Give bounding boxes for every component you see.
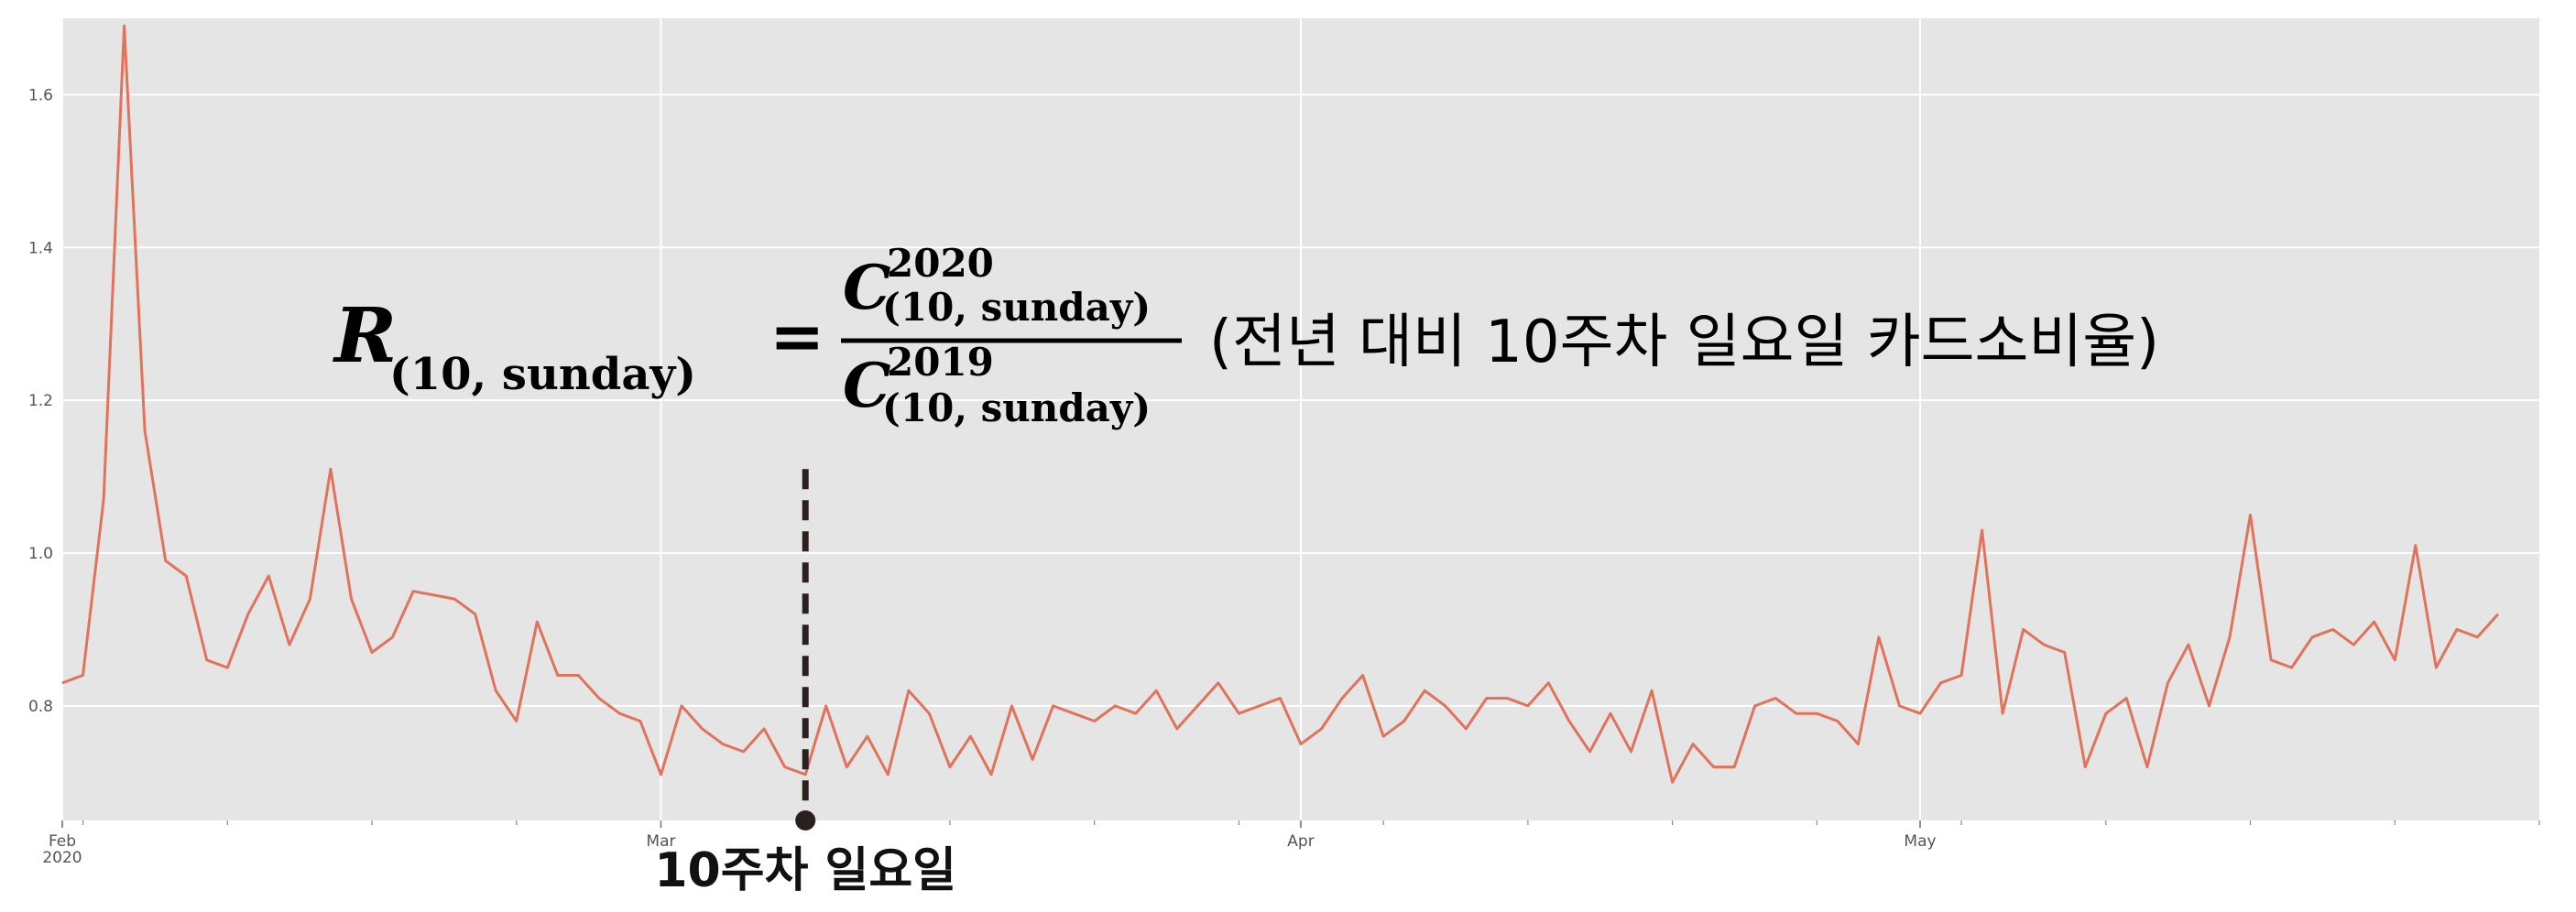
formula-lhs-symbol: R bbox=[333, 292, 397, 380]
formula-numerator-superscript: 2020 bbox=[887, 241, 994, 286]
formula-denominator-subscript: (10, sunday) bbox=[882, 385, 1151, 430]
x-tick-label: May bbox=[1904, 832, 1936, 851]
ratio-formula: R (10, sunday) = C 2020 (10, sunday) C 2… bbox=[333, 241, 2159, 430]
formula-numerator-subscript: (10, sunday) bbox=[882, 285, 1151, 330]
grid-lines bbox=[61, 18, 2539, 820]
formula-description: (전년 대비 10주차 일요일 카드소비율) bbox=[1209, 309, 2159, 376]
formula-equals: = bbox=[770, 297, 824, 375]
y-tick-label: 0.8 bbox=[28, 698, 53, 716]
series-line bbox=[61, 24, 2500, 784]
annotation-layer: 10주차 일요일 bbox=[654, 469, 956, 898]
y-tick-label: 1.6 bbox=[28, 86, 53, 104]
y-tick-label: 1.0 bbox=[28, 545, 53, 563]
y-tick-label: 1.4 bbox=[28, 239, 53, 257]
series-layer bbox=[61, 24, 2500, 784]
x-tick-sublabel: 2020 bbox=[42, 849, 82, 867]
y-tick-label: 1.2 bbox=[28, 392, 53, 410]
x-tick-label: Mar bbox=[646, 832, 675, 851]
x-tick-label: Feb bbox=[49, 832, 76, 851]
formula-denominator-superscript: 2019 bbox=[887, 340, 994, 385]
formula-denominator-symbol: C bbox=[843, 350, 891, 421]
week10-sunday-marker-dot bbox=[795, 810, 816, 831]
formula-numerator-symbol: C bbox=[843, 252, 891, 323]
week10-sunday-label: 10주차 일요일 bbox=[654, 843, 956, 898]
x-tick-label: Apr bbox=[1287, 832, 1314, 851]
formula-lhs-subscript: (10, sunday) bbox=[389, 349, 696, 400]
